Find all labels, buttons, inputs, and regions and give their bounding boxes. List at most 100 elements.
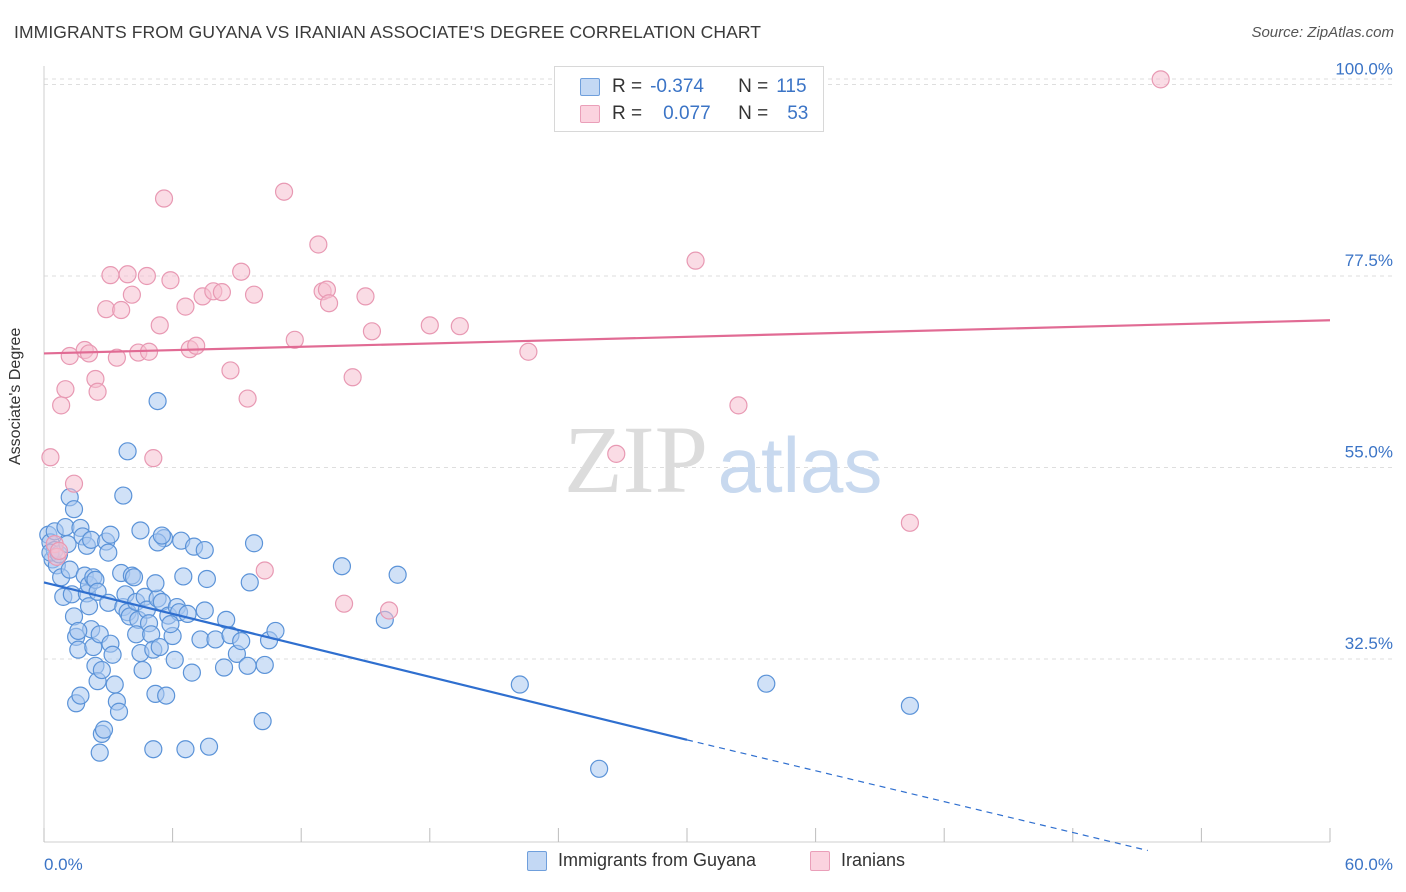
point-guyana [388,565,407,584]
point-iranians [107,348,126,367]
point-iranians [41,448,60,467]
series-iranians-points [41,70,1170,620]
legend-swatch-pink [580,105,600,123]
point-guyana [133,660,152,680]
x-tick-label: 0.0% [44,855,83,874]
point-iranians [519,342,538,361]
point-guyana [103,645,122,664]
legend-swatch-blue [580,78,600,96]
point-iranians [88,382,107,401]
trend-line-iranians [43,319,1331,355]
y-tick-label: 77.5% [1345,251,1393,270]
point-iranians [150,316,169,335]
point-iranians [900,513,920,532]
legend-item-iranians: Iranians [810,850,905,871]
legend-n-value: 53 [787,103,809,124]
point-guyana [238,656,257,675]
legend-n-label: N = [738,76,769,97]
legend-item-guyana: Immigrants from Guyana [527,850,756,871]
point-guyana [195,601,214,620]
point-guyana [105,675,124,694]
point-guyana [206,630,225,649]
legend-r-value: 0.077 [663,103,711,124]
y-tick-label: 100.0% [1335,59,1393,78]
point-guyana [240,573,259,592]
point-guyana [114,486,133,505]
x-ticks [43,828,1331,842]
point-guyana [510,675,529,694]
trend-lines [43,319,1331,852]
y-tick-labels: 32.5% 55.0% 77.5% 100.0% [1335,59,1393,653]
point-guyana [131,521,150,540]
legend-row-guyana: R = -0.374 N = 115 [555,73,807,101]
watermark-atlas: atlas [718,421,883,509]
point-iranians [52,396,71,415]
y-tick-label: 55.0% [1345,442,1393,461]
point-guyana [124,568,144,587]
point-iranians [176,297,195,316]
point-guyana [199,737,219,756]
point-guyana [176,740,195,759]
point-iranians [255,561,274,580]
point-guyana [150,637,169,657]
point-iranians [122,285,141,304]
point-iranians [244,285,264,304]
point-iranians [232,262,251,281]
y-tick-label: 32.5% [1345,634,1393,653]
point-iranians [450,317,469,336]
point-iranians [56,380,75,399]
point-guyana [99,543,118,562]
point-guyana [146,574,165,593]
trend-line-guyana-extension [686,739,1148,852]
point-guyana [71,686,90,705]
legend-n-label: N = [738,103,769,124]
point-guyana [255,655,274,675]
point-iranians [356,287,375,306]
point-guyana [757,674,776,693]
source-label: Source: ZipAtlas.com [1251,24,1394,41]
watermark: ZIP atlas [564,406,882,513]
point-iranians [319,294,339,313]
point-iranians [64,474,84,493]
point-guyana [161,615,180,634]
trend-line-guyana [43,581,688,741]
point-guyana [174,567,193,586]
point-guyana [244,534,264,553]
point-guyana [232,632,251,651]
point-iranians [285,330,304,349]
legend-label-guyana: Immigrants from Guyana [558,850,757,870]
point-iranians [101,266,120,285]
point-iranians [144,449,163,468]
point-guyana [195,540,214,560]
point-guyana [253,712,272,731]
series-guyana-points [39,392,920,778]
point-guyana [109,702,129,721]
point-guyana [82,530,101,549]
point-guyana [152,526,171,545]
point-guyana [332,557,352,576]
series-legend: Immigrants from Guyana Iranians [0,850,1406,878]
legend-n-value: 115 [776,76,807,97]
point-guyana [157,686,176,705]
point-guyana [69,621,88,641]
point-iranians [274,182,294,201]
point-guyana [165,650,184,669]
point-iranians [187,336,206,355]
point-guyana [900,696,920,715]
point-guyana [148,392,167,411]
point-iranians [154,189,174,208]
point-iranians [112,300,131,320]
legend-swatch-pink [810,850,830,871]
point-guyana [101,525,120,544]
point-iranians [161,271,180,290]
watermark-zip: ZIP [564,406,708,513]
point-guyana [94,720,114,739]
point-guyana [69,640,88,659]
point-iranians [607,444,626,463]
point-iranians [334,594,354,613]
point-iranians [379,601,399,620]
point-iranians [686,251,705,270]
point-guyana [590,759,609,778]
point-iranians [1151,70,1170,89]
